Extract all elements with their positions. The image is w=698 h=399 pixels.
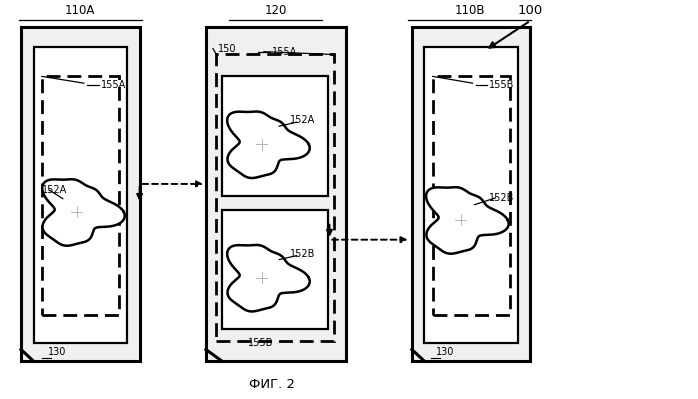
Bar [222,76,328,196]
Text: 110B: 110B [454,4,485,17]
Bar [21,27,140,361]
Text: 110A: 110A [65,4,96,17]
Text: 100: 100 [518,4,543,17]
Text: 130: 130 [47,347,66,357]
Text: 130: 130 [436,347,454,357]
Bar [34,47,127,343]
Bar [216,55,334,341]
Bar [42,76,119,315]
Text: 155A: 155A [272,47,297,57]
Text: 150: 150 [218,43,237,53]
Polygon shape [227,112,310,178]
Polygon shape [227,245,310,312]
Text: ФИГ. 2: ФИГ. 2 [249,378,295,391]
Text: 155B: 155B [248,338,273,348]
Text: 152B: 152B [290,249,315,259]
Bar [412,27,530,361]
Text: 152B: 152B [489,193,514,203]
Polygon shape [426,187,509,254]
Polygon shape [42,179,125,246]
Text: 152A: 152A [290,115,315,125]
Text: 155B: 155B [489,80,514,90]
Text: 155A: 155A [101,80,126,90]
Text: 152A: 152A [42,185,67,195]
Text: 120: 120 [265,4,287,17]
Bar [424,47,518,343]
Bar [206,27,346,361]
Bar [433,76,510,315]
Bar [222,210,328,329]
